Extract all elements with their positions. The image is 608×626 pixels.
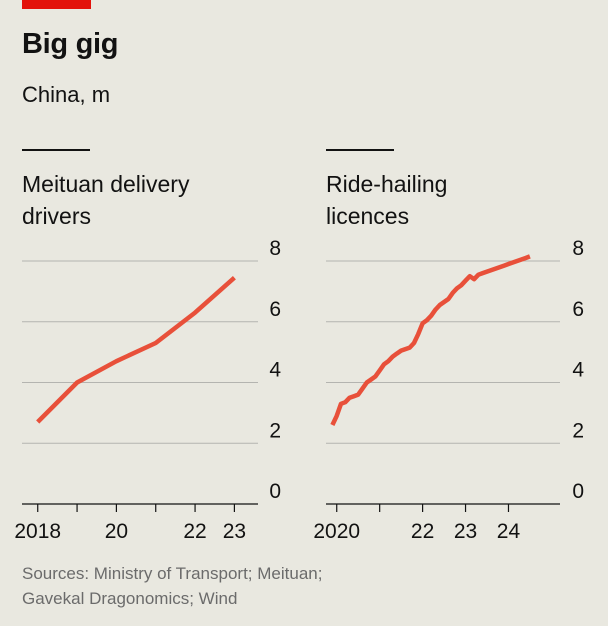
panel-right-title-line1: Ride-hailing: [326, 171, 448, 197]
left-ytick-label: 6: [269, 298, 281, 321]
left-xtick-label: 2018: [14, 520, 61, 543]
left-series-line: [36, 276, 236, 424]
right-ytick-label: 2: [572, 419, 584, 442]
chart-title: Big gig: [22, 28, 119, 60]
right-xtick-label: 24: [497, 520, 521, 543]
panel-left-title-line1: Meituan delivery: [22, 171, 190, 197]
right-ytick-label: 8: [572, 237, 584, 260]
left-xtick-label: 20: [105, 520, 128, 543]
right-ytick-label: 4: [572, 359, 584, 382]
source-note: Sources: Ministry of Transport; Meituan;…: [22, 561, 442, 611]
chart-subtitle: China, m: [22, 82, 111, 107]
left-ytick-label: 2: [269, 419, 281, 442]
left-xtick-label: 22: [183, 520, 206, 543]
source-line-2: Gavekal Dragonomics; Wind: [22, 589, 238, 608]
left-ytick-label: 0: [269, 480, 281, 503]
panel-left-title: Meituan delivery drivers: [22, 168, 282, 232]
right-xtick-label: 22: [411, 520, 434, 543]
right-ytick-label: 0: [572, 480, 584, 503]
right-xtick-label: 23: [454, 520, 477, 543]
panel-right-title: Ride-hailing licences: [326, 168, 586, 232]
panel-right-title-line2: licences: [326, 203, 410, 229]
source-line-1: Sources: Ministry of Transport; Meituan;: [22, 564, 323, 583]
right-xtick-label: 2020: [313, 520, 360, 543]
left-ytick-label: 8: [269, 237, 281, 260]
right-ytick-label: 6: [572, 298, 584, 321]
right-series-line: [330, 254, 531, 426]
brand-red-tag: [22, 0, 91, 9]
panel-right-rule: [326, 149, 394, 151]
panel-left-plot: 0 2 4 6 8 2018 20 22 23: [14, 237, 281, 543]
panel-left-title-line2: drivers: [22, 203, 92, 229]
left-xtick-label: 23: [223, 520, 246, 543]
panel-left-rule: [22, 149, 90, 151]
left-ytick-label: 4: [269, 359, 281, 382]
